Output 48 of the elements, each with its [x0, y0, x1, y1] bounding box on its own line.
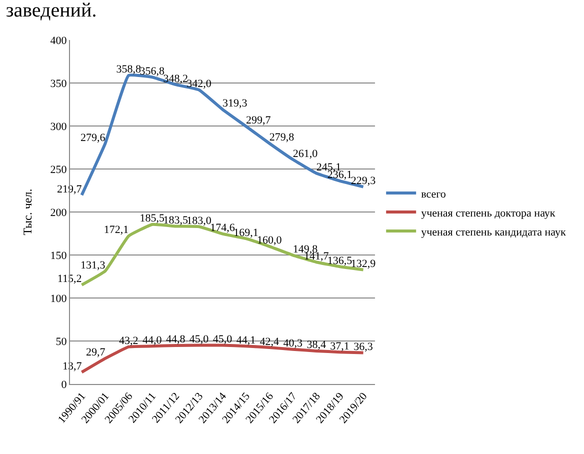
- data-label: 356,8: [140, 65, 165, 78]
- data-label: 29,7: [86, 346, 106, 359]
- data-label: 172,1: [104, 224, 129, 236]
- data-label: 319,3: [222, 98, 248, 110]
- data-label: 169,1: [234, 226, 258, 239]
- data-label: 261,0: [292, 148, 318, 160]
- y-tick-label: 100: [50, 292, 68, 305]
- y-axis-title: Тыс. чел.: [20, 188, 35, 236]
- data-label: 183,5: [163, 214, 188, 226]
- data-label: 45,0: [212, 334, 233, 346]
- data-label: 229,3: [350, 175, 376, 188]
- data-label: 44,8: [166, 334, 186, 346]
- y-tick-label: 0: [61, 378, 68, 391]
- y-tick-label: 300: [50, 120, 68, 133]
- y-tick-label: 400: [50, 34, 68, 47]
- y-tick-label: 250: [50, 164, 68, 176]
- data-label: 40,3: [283, 338, 304, 350]
- y-tick-label: 150: [50, 250, 68, 262]
- data-label: 42,4: [260, 336, 280, 348]
- data-label: 131,3: [80, 259, 106, 272]
- legend-label: всего: [421, 188, 446, 200]
- data-label: 160,0: [257, 234, 282, 247]
- data-label: 348,2: [163, 72, 188, 85]
- data-label: 44,0: [142, 334, 162, 346]
- data-label: 136,5: [327, 254, 353, 267]
- data-label: 174,6: [210, 222, 236, 234]
- y-tick-label: 350: [50, 78, 68, 90]
- data-label: 183,0: [186, 214, 212, 227]
- data-label: 43,2: [119, 335, 138, 348]
- data-label: 37,1: [330, 340, 350, 352]
- y-tick-label: 50: [56, 336, 68, 348]
- y-tick-label: 200: [50, 206, 68, 219]
- data-label: 185,5: [140, 212, 165, 225]
- legend-label: ученая степень доктора наук: [421, 207, 556, 220]
- data-label: 44,1: [236, 334, 256, 346]
- data-label: 45,0: [189, 334, 210, 346]
- data-label: 13,7: [62, 360, 82, 372]
- data-label: 299,7: [246, 114, 272, 127]
- data-label: 342,0: [186, 78, 212, 90]
- data-label: 358,8: [116, 64, 142, 76]
- data-label: 236,1: [327, 169, 352, 182]
- data-label: 279,8: [269, 132, 295, 144]
- chart-title: заведений.: [6, 0, 97, 22]
- legend-label: ученая степень кандидата наук: [421, 226, 566, 238]
- data-label: 279,6: [80, 132, 106, 144]
- data-label: 132,9: [350, 258, 376, 270]
- data-label: 36,3: [354, 341, 374, 354]
- data-label: 38,4: [306, 339, 326, 352]
